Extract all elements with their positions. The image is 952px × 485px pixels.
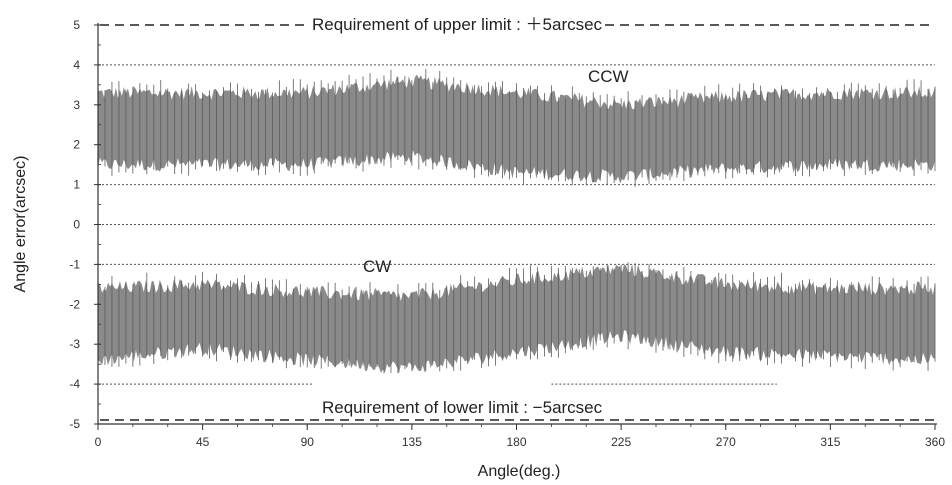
- y-tick-label: -3: [69, 337, 80, 351]
- lower-limit-annotation: Requirement of lower limit : −5arcsec: [322, 398, 603, 417]
- x-tick-label: 180: [506, 435, 526, 449]
- x-tick-label: 315: [820, 435, 840, 449]
- upper-limit-annotation: Requirement of upper limit : ＋5arcsec: [312, 15, 603, 34]
- y-tick-label: -5: [69, 417, 80, 431]
- y-tick-label: 1: [73, 178, 80, 192]
- y-tick-label: 3: [73, 98, 80, 112]
- series-ccw: [97, 69, 936, 187]
- x-tick-label: 360: [925, 435, 945, 449]
- ccw-label: CCW: [588, 67, 629, 86]
- y-tick-label: -4: [69, 377, 80, 391]
- y-tick-label: -2: [69, 297, 80, 311]
- reference-lines: [98, 24, 935, 421]
- y-tick-label: -1: [69, 257, 80, 271]
- tick-labels: 5 4 3 2 1 0 -1 -2 -3 -4 -5 0 45 90 135 180 225 270 315 360: [69, 18, 945, 449]
- series-cw: [97, 262, 936, 374]
- x-axis-title: Angle(deg.): [478, 463, 561, 480]
- cw-label: CW: [363, 257, 391, 276]
- x-tick-label: 0: [95, 435, 102, 449]
- y-tick-label: 4: [73, 58, 80, 72]
- data-bands: [97, 69, 936, 374]
- x-tick-label: 270: [716, 435, 736, 449]
- x-tick-label: 45: [196, 435, 210, 449]
- y-tick-label: 5: [73, 18, 80, 32]
- axes: [94, 23, 937, 430]
- y-tick-label: 0: [73, 218, 80, 232]
- y-axis-title: Angle error(arcsec): [12, 156, 29, 293]
- x-tick-label: 135: [402, 435, 422, 449]
- x-tick-label: 90: [301, 435, 315, 449]
- y-tick-label: 2: [73, 138, 80, 152]
- x-tick-label: 225: [611, 435, 631, 449]
